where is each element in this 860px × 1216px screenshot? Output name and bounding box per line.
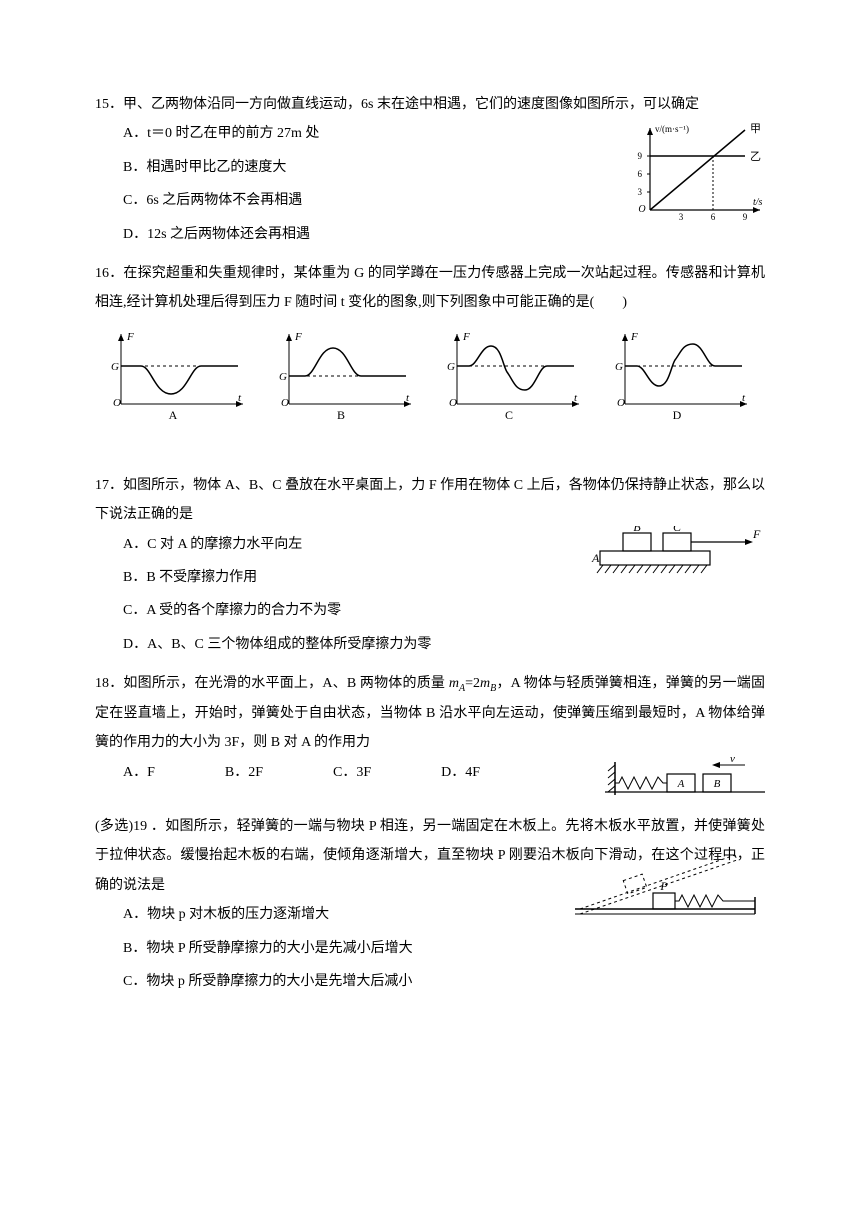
q16-stem-text: 在探究超重和失重规律时，某体重为 G 的同学蹲在一压力传感器上完成一次站起过程。… <box>95 266 765 310</box>
svg-text:9: 9 <box>638 151 643 161</box>
svg-text:t: t <box>238 392 242 404</box>
q18-diagram: A B v <box>605 757 765 802</box>
svg-text:A: A <box>677 778 685 790</box>
q16-stem: 16．在探究超重和失重规律时，某体重为 G 的同学蹲在一压力传感器上完成一次站起… <box>95 259 765 318</box>
svg-text:F: F <box>294 331 302 343</box>
q18-mA-m: m <box>449 676 459 691</box>
svg-text:3: 3 <box>638 187 643 197</box>
svg-text:t: t <box>574 392 578 404</box>
q18-opt-d: D．4F <box>441 758 480 787</box>
q18-eq: =2 <box>465 676 480 691</box>
svg-text:O: O <box>281 397 289 409</box>
svg-text:乙: 乙 <box>750 150 761 163</box>
svg-text:F: F <box>752 527 761 541</box>
q16-graph-c: G F t O C <box>439 326 589 421</box>
svg-text:G: G <box>447 361 455 373</box>
q18-stem: 18．如图所示，在光滑的水平面上，A、B 两物体的质量 mA=2mB，A 物体与… <box>95 669 765 758</box>
svg-text:6: 6 <box>638 169 643 179</box>
q19-opt-b: B．物块 P 所受静摩擦力的大小是先减小后增大 <box>95 934 765 963</box>
svg-text:A: A <box>591 551 600 565</box>
question-15: 15．甲、乙两物体沿同一方向做直线运动，6s 末在途中相遇，它们的速度图像如图所… <box>95 90 765 249</box>
svg-text:G: G <box>111 361 119 373</box>
q16-graph-a: G F t O A <box>103 326 253 421</box>
q17-diagram: A B C F <box>585 526 765 576</box>
q17-stem-text: 如图所示，物体 A、B、C 叠放在水平桌面上，力 F 作用在物体 C 上后，各物… <box>95 478 765 522</box>
svg-text:F: F <box>630 331 638 343</box>
q16-graph-d: G F t O D <box>607 326 757 421</box>
svg-text:C: C <box>673 526 682 534</box>
svg-text:P: P <box>659 879 668 893</box>
q19-opt-c: C．物块 p 所受静摩擦力的大小是先增大后减小 <box>95 967 765 996</box>
svg-text:A: A <box>169 408 178 421</box>
q18-opt-b: B．2F <box>225 758 263 787</box>
svg-text:t: t <box>742 392 746 404</box>
svg-text:O: O <box>449 397 457 409</box>
svg-text:v: v <box>730 757 735 765</box>
svg-text:D: D <box>673 408 682 421</box>
q16-num: 16． <box>95 266 123 281</box>
q15-graph: 3 6 9 3 6 9 O v/(m·s⁻¹) t/s 甲 乙 <box>630 120 770 230</box>
q18-opt-c: C．3F <box>333 758 371 787</box>
svg-text:6: 6 <box>711 212 716 222</box>
q18-mB-m: m <box>480 676 490 691</box>
q17-num: 17． <box>95 478 123 493</box>
svg-text:v/(m·s⁻¹): v/(m·s⁻¹) <box>655 124 689 134</box>
q17-opt-c: C．A 受的各个摩擦力的合力不为零 <box>95 596 765 625</box>
svg-text:B: B <box>337 408 345 421</box>
q15-num: 15． <box>95 97 123 112</box>
question-16: 16．在探究超重和失重规律时，某体重为 G 的同学蹲在一压力传感器上完成一次站起… <box>95 259 765 421</box>
q17-stem: 17．如图所示，物体 A、B、C 叠放在水平桌面上，力 F 作用在物体 C 上后… <box>95 471 765 530</box>
svg-text:B: B <box>714 778 721 790</box>
svg-text:F: F <box>462 331 470 343</box>
svg-text:B: B <box>633 526 641 534</box>
svg-text:O: O <box>617 397 625 409</box>
q16-graph-b: G F t O B <box>271 326 421 421</box>
q15-stem: 15．甲、乙两物体沿同一方向做直线运动，6s 末在途中相遇，它们的速度图像如图所… <box>95 90 765 119</box>
q17-opt-d: D．A、B、C 三个物体组成的整体所受摩擦力为零 <box>95 630 765 659</box>
svg-text:F: F <box>126 331 134 343</box>
svg-text:t/s: t/s <box>753 197 763 208</box>
q18-num: 18． <box>95 676 123 691</box>
svg-text:9: 9 <box>743 212 748 222</box>
question-19: (多选)19 ．如图所示，轻弹簧的一端与物块 P 相连，另一端固定在木板上。先将… <box>95 812 765 996</box>
q18-stem-text1: 如图所示，在光滑的水平面上，A、B 两物体的质量 <box>123 676 448 691</box>
q16-graphs: G F t O A G F t O B <box>95 326 765 421</box>
svg-text:O: O <box>638 204 645 215</box>
question-17: 17．如图所示，物体 A、B、C 叠放在水平桌面上，力 F 作用在物体 C 上后… <box>95 471 765 659</box>
q15-stem-text: 甲、乙两物体沿同一方向做直线运动，6s 末在途中相遇，它们的速度图像如图所示，可… <box>123 97 699 112</box>
svg-text:t: t <box>406 392 410 404</box>
svg-text:G: G <box>279 371 287 383</box>
q19-diagram: P <box>565 847 765 922</box>
svg-text:O: O <box>113 397 121 409</box>
q18-opt-a: A．F <box>123 758 155 787</box>
svg-text:G: G <box>615 361 623 373</box>
svg-text:3: 3 <box>679 212 684 222</box>
svg-text:C: C <box>505 408 513 421</box>
q19-prefix: (多选)19 ． <box>95 819 165 834</box>
svg-text:甲: 甲 <box>750 123 761 135</box>
question-18: 18．如图所示，在光滑的水平面上，A、B 两物体的质量 mA=2mB，A 物体与… <box>95 669 765 787</box>
